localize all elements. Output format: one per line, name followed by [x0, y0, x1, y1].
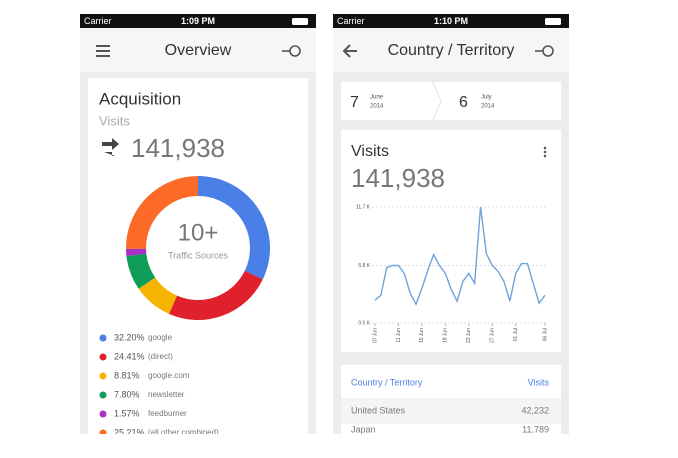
legend-dot — [99, 334, 107, 342]
card — [88, 78, 308, 434]
legend-dot — [99, 429, 107, 434]
time: 1:10 PM — [434, 16, 468, 26]
legend-dot — [99, 391, 107, 399]
legend-dot — [99, 410, 107, 418]
x-tick-label: 01 Jul — [513, 328, 519, 341]
legend-value: 1.57% — [114, 408, 140, 418]
nav-bar — [80, 28, 316, 72]
table-cell: United States — [351, 405, 406, 415]
row-band — [341, 398, 561, 424]
date-divider — [432, 81, 442, 121]
legend-name: feedburner — [148, 409, 187, 418]
legend-dot — [99, 372, 107, 380]
end-day: 6 — [459, 94, 468, 111]
card-title: Acquisition — [99, 89, 181, 108]
chart-title: Visits — [351, 143, 389, 160]
y-tick-label: 5.8 K — [358, 263, 370, 269]
x-tick-label: 15 Jun — [419, 328, 425, 343]
legend-name: (all other combined) — [148, 428, 219, 434]
x-tick-label: 27 Jun — [490, 328, 496, 343]
donut-segment — [138, 277, 178, 314]
carrier: Carrier — [337, 16, 365, 26]
account-button[interactable] — [282, 45, 301, 57]
center-label: Traffic Sources — [168, 250, 229, 260]
legend-name: google — [148, 333, 173, 342]
metric-label: Visits — [99, 113, 130, 128]
phone-overview: Carrier 1:09 PM Overview Acquisition Vis… — [80, 14, 316, 434]
x-tick-label: 23 Jun — [466, 328, 472, 343]
table-cell: Japan — [351, 424, 376, 434]
chart-total: 141,938 — [351, 163, 445, 193]
donut-segment — [126, 253, 156, 289]
donut-segment — [198, 176, 270, 280]
line-series — [374, 206, 546, 306]
nav-title: Country / Territory — [388, 42, 515, 59]
back-button[interactable] — [342, 44, 357, 58]
legend-value: 7.80% — [114, 389, 140, 399]
menu-button[interactable] — [96, 45, 110, 57]
donut-segment — [126, 176, 198, 249]
donut-segment — [126, 248, 147, 257]
table-header: Country / Territory — [351, 377, 423, 387]
nav-bar — [333, 28, 569, 72]
legend-name: (direct) — [148, 352, 173, 361]
chart-card — [341, 130, 561, 352]
center-value: 10+ — [178, 219, 219, 246]
end-year: 2014 — [481, 104, 495, 110]
nav-title: Overview — [165, 42, 232, 59]
x-tick-label: 11 Jun — [396, 328, 402, 343]
start-day: 7 — [350, 94, 359, 111]
legend-dot — [99, 353, 107, 361]
donut-segment — [168, 270, 263, 320]
more-button[interactable] — [543, 146, 547, 158]
legend-value: 25.21% — [114, 427, 145, 434]
carrier: Carrier — [84, 16, 112, 26]
account-button[interactable] — [535, 45, 554, 57]
table-cell: 42,232 — [521, 405, 549, 415]
metric-value: 141,938 — [131, 133, 225, 163]
date-card[interactable] — [341, 82, 561, 120]
status-bar — [333, 14, 569, 28]
legend-value: 8.81% — [114, 370, 140, 380]
start-month: June — [370, 95, 384, 101]
x-tick-label: 06 Jul — [542, 328, 548, 341]
table-header: Visits — [528, 377, 550, 387]
battery — [292, 18, 308, 25]
legend-name: newsletter — [148, 390, 185, 399]
time: 1:09 PM — [181, 16, 215, 26]
x-tick-label: 07 Jun — [372, 328, 378, 343]
transfer-icon — [102, 138, 119, 156]
battery — [545, 18, 561, 25]
legend-value: 32.20% — [114, 332, 145, 342]
y-tick-label: 11.7 K — [356, 204, 371, 210]
status-bar — [80, 14, 316, 28]
legend-name: google.com — [148, 371, 190, 380]
end-month: July — [481, 95, 492, 101]
legend-value: 24.41% — [114, 351, 145, 361]
x-tick-label: 19 Jun — [443, 328, 449, 343]
table-cell: 11,789 — [522, 424, 549, 434]
start-year: 2014 — [370, 104, 384, 110]
y-tick-label: 0.0 K — [358, 320, 370, 326]
phone-country: Carrier 1:10 PM Country / Territory 7 Ju… — [333, 14, 569, 434]
